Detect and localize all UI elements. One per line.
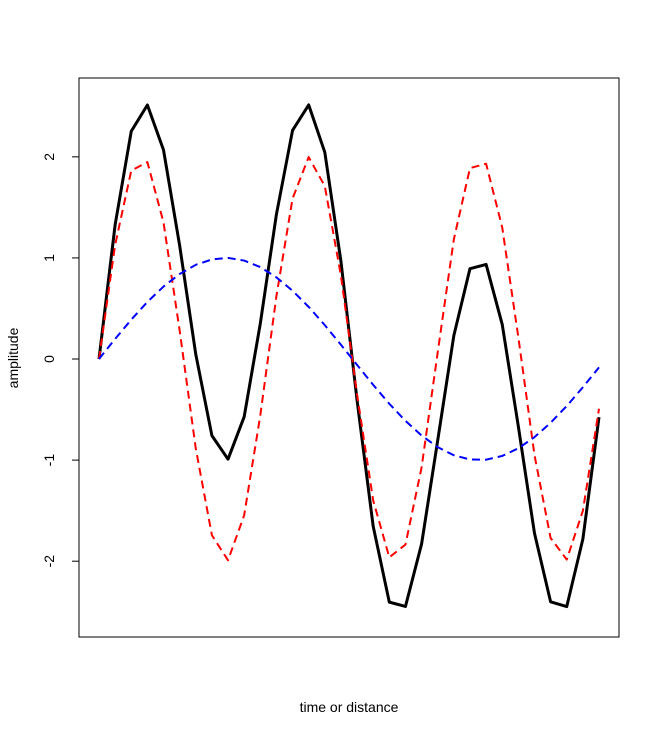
y-axis-label: amplitude — [5, 327, 21, 388]
series-line — [98, 256, 600, 461]
y-tick-label: -2 — [41, 555, 57, 568]
y-tick-label: 2 — [41, 153, 57, 161]
x-axis-label: time or distance — [300, 699, 399, 715]
y-tick-label: 1 — [41, 254, 57, 262]
series-line — [98, 156, 600, 562]
y-tick-label: -1 — [41, 454, 57, 467]
y-tick-label: 0 — [41, 355, 57, 363]
